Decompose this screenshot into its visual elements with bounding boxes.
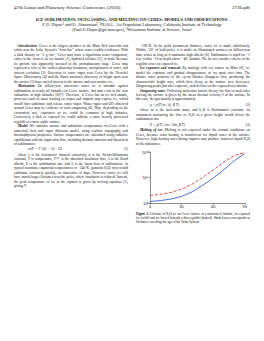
- html-text:2736.pdf: 2736.pdf: [232, 5, 250, 10]
- html-text:Motivation: On billion-year ti: Motivation: On billion-year timescales w…: [14, 84, 128, 124]
- html-text:~190 K. In the polar permanent: ~190 K. In the polar permanent shadows, …: [136, 44, 250, 66]
- html-text:Model: We simulate surface and: Model: We simulate surface and subsurfac…: [14, 124, 128, 146]
- html-text:ρ = p(T) m / (k_B T): ρ = p(T) m / (k_B T): [150, 102, 179, 107]
- svg-text:90: 90: [243, 204, 248, 209]
- html-text:ICE SUBLIMATION, OUTGASSING, A: ICE SUBLIMATION, OUTGASSING, AND MELTING…: [35, 17, 229, 22]
- html-text:(2): (2): [245, 102, 250, 107]
- html-text:E = p(T) √(m / 2πk_B T): E = p(T) √(m / 2πk_B T): [150, 122, 185, 127]
- html-text:Melting of ice: Melting is not: Melting of ice: Melting is not expected …: [136, 128, 250, 146]
- html-text:P. O. Hayne¹ and O. Aharonson²: P. O. Hayne¹ and O. Aharonson², ¹NASA – …: [42, 22, 222, 32]
- html-text:(3): (3): [245, 122, 250, 127]
- html-text:47th Lunar and Planetary Scien: 47th Lunar and Planetary Science Confere…: [14, 5, 121, 10]
- html-text:εσT⁴ = F☉(1 − A) − LE: εσT⁴ = F☉(1 − A) − LE: [28, 147, 63, 152]
- svg-text:10⁰: 10⁰: [143, 200, 149, 206]
- svg-text:10¹⁰: 10¹⁰: [142, 149, 150, 154]
- html-text:where ε is the bolometric infr: where ε is the bolometric infrared emiss…: [14, 152, 128, 188]
- html-text:where m is the molecular mass,: where m is the molecular mass, and k_B i…: [136, 108, 250, 122]
- svg-text:10⁵: 10⁵: [142, 175, 148, 180]
- html-text:(1): (1): [123, 147, 128, 152]
- svg-text:30: 30: [179, 204, 184, 209]
- html-text:Outgassing rates: Following mo: Outgassing rates: Following molecular ki…: [136, 88, 250, 102]
- html-text:Ice exposure and removal: By a: Ice exposure and removal: By analogy wit…: [136, 66, 250, 89]
- html-text:Introduction: Ceres is the lar: Introduction: Ceres is the largest membe…: [14, 44, 128, 84]
- html-text:Figure 1: Lifetime of H₂O ice: Figure 1: Lifetime of H₂O ice on Ceres' …: [136, 212, 250, 225]
- svg-text:60: 60: [211, 204, 216, 209]
- svg-text:0: 0: [149, 204, 152, 209]
